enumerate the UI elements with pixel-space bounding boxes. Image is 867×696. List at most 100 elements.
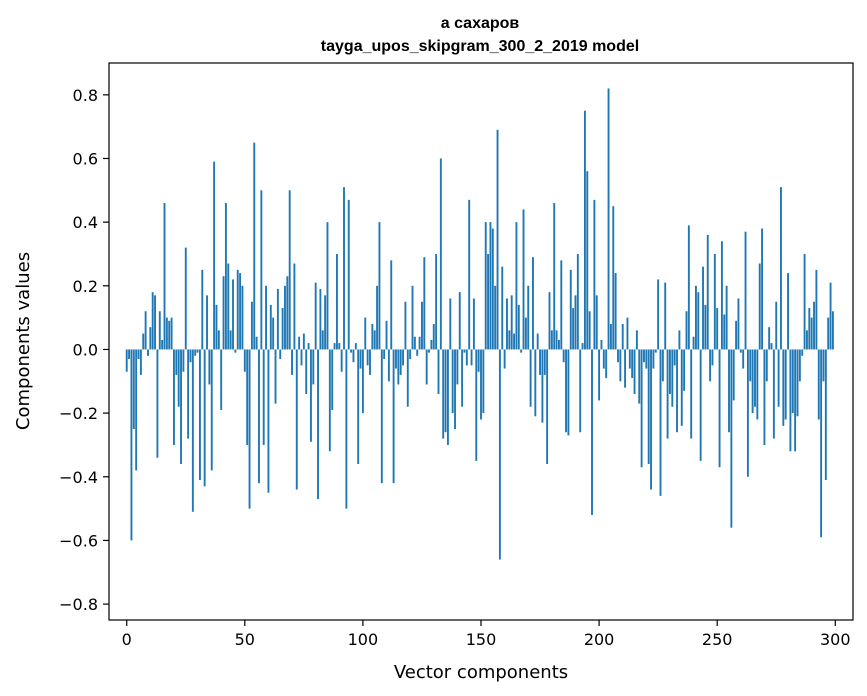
bar <box>307 343 310 350</box>
bar <box>787 273 789 350</box>
x-tick-label: 200 <box>584 630 615 649</box>
bar <box>586 171 589 350</box>
bar <box>508 330 511 350</box>
bar <box>791 349 794 414</box>
bar <box>163 203 166 350</box>
bar <box>647 349 650 465</box>
bar <box>239 273 242 350</box>
bar <box>744 231 747 350</box>
bar <box>477 349 480 372</box>
bar-series <box>125 88 834 560</box>
bar <box>154 295 156 350</box>
bar <box>173 349 175 445</box>
bar <box>262 349 265 445</box>
bar <box>385 320 388 350</box>
bar <box>432 323 435 350</box>
bar <box>628 349 631 369</box>
bar <box>527 285 530 350</box>
bar <box>789 349 792 452</box>
bar <box>343 187 345 350</box>
bar <box>286 276 289 350</box>
bar <box>196 349 199 353</box>
bar <box>413 336 416 350</box>
bar <box>709 349 712 382</box>
bar <box>456 349 459 385</box>
bar <box>524 317 527 350</box>
bar <box>489 222 492 350</box>
bar <box>310 349 312 442</box>
bar <box>619 349 622 382</box>
bar <box>553 203 556 350</box>
bar <box>137 349 140 360</box>
bar <box>546 349 549 465</box>
bar <box>761 228 764 350</box>
bar <box>279 349 282 360</box>
bar <box>510 295 513 350</box>
bar <box>635 330 638 350</box>
bar <box>602 349 605 369</box>
bar <box>803 253 806 350</box>
bar <box>815 269 818 350</box>
bar <box>685 311 688 350</box>
bar <box>293 263 296 350</box>
bar <box>555 330 558 350</box>
bar <box>683 349 686 391</box>
bar <box>763 349 766 445</box>
bar <box>300 349 303 366</box>
bar <box>147 349 149 356</box>
bar <box>694 285 697 350</box>
bar <box>161 339 164 350</box>
bar <box>234 349 237 353</box>
bar <box>291 349 293 375</box>
bar <box>402 349 404 366</box>
bar <box>345 349 348 509</box>
bar <box>217 330 220 350</box>
bar <box>593 199 596 350</box>
bar <box>735 320 738 350</box>
bar <box>380 349 383 484</box>
bar <box>317 349 319 500</box>
bar <box>541 349 544 423</box>
bar <box>128 349 131 360</box>
bar <box>446 349 449 445</box>
bar <box>609 323 612 350</box>
bar <box>706 234 709 350</box>
bar <box>439 158 442 350</box>
bar <box>267 349 270 493</box>
bar <box>588 311 591 350</box>
bar <box>730 349 733 528</box>
bar <box>558 339 560 350</box>
bar <box>817 349 820 420</box>
bar <box>472 298 475 350</box>
bar <box>520 349 523 353</box>
bar <box>702 266 704 350</box>
bar <box>416 349 419 356</box>
bar <box>513 333 516 350</box>
bar <box>664 282 667 350</box>
bar <box>326 222 329 350</box>
bar <box>820 349 823 538</box>
bar <box>643 349 645 363</box>
bar <box>631 349 634 379</box>
bar <box>139 349 142 375</box>
bar <box>591 349 593 515</box>
bar <box>425 349 428 385</box>
bar <box>522 209 525 350</box>
bar <box>463 349 466 353</box>
bar <box>437 349 440 395</box>
bar <box>243 349 246 372</box>
bar <box>255 336 258 350</box>
bar <box>156 349 159 458</box>
bar <box>215 304 218 350</box>
bar <box>338 343 341 350</box>
bar <box>711 349 714 366</box>
bar <box>617 349 619 363</box>
bar <box>742 349 745 369</box>
bar <box>371 323 374 350</box>
bar <box>680 349 683 426</box>
bar <box>768 327 771 350</box>
bar <box>831 311 834 350</box>
bar <box>661 349 664 382</box>
y-tick-label: 0.6 <box>73 149 98 168</box>
bar <box>229 330 232 350</box>
